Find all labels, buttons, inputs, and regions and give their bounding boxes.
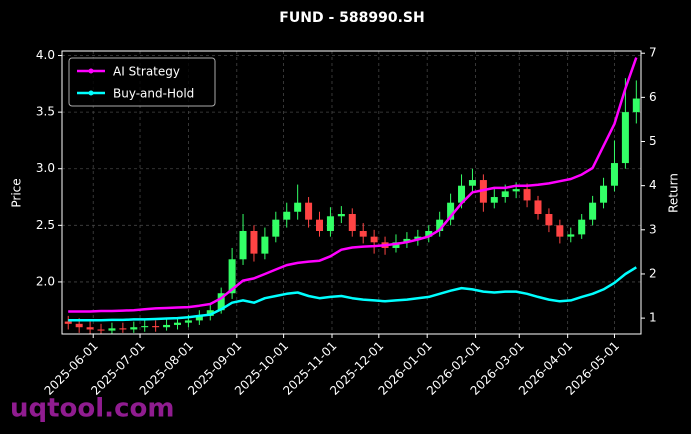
candle-body (206, 310, 214, 316)
candle-body (294, 202, 302, 212)
candle-body (75, 323, 83, 328)
y2-tick-label: 7 (649, 46, 657, 60)
y2-tick-label: 5 (649, 134, 657, 148)
candle-body (316, 219, 324, 231)
candle-body (130, 327, 138, 330)
y-tick-label: 4.0 (36, 48, 55, 62)
candle-body (501, 191, 509, 198)
chart-title: FUND - 588990.SH (279, 10, 424, 26)
candle-body (64, 321, 72, 324)
y-tick-label: 3.5 (36, 105, 55, 119)
y-tick-label: 2.0 (36, 274, 55, 288)
candle-body (184, 320, 192, 323)
candle-body (523, 189, 531, 201)
legend-marker (88, 68, 94, 74)
y2-tick-label: 1 (649, 311, 657, 325)
candle-body (545, 214, 553, 226)
candle-body (326, 216, 334, 231)
candle-body (534, 200, 542, 215)
candle-body (228, 259, 236, 294)
candle-body (567, 234, 575, 237)
y2-tick-label: 2 (649, 266, 657, 280)
candle-body (97, 329, 105, 331)
y2-tick-label: 4 (649, 178, 657, 192)
y-tick-label: 2.5 (36, 218, 55, 232)
candle-body (621, 112, 629, 164)
candle-body (414, 236, 422, 239)
line-series (68, 266, 637, 322)
candle-body (610, 163, 618, 186)
candle-body (305, 202, 313, 220)
candle-body (600, 185, 608, 203)
watermark: uqtool.com (10, 394, 174, 424)
candle-body (348, 214, 356, 231)
candle-body (436, 219, 444, 231)
legend-label: Buy-and-Hold (113, 87, 194, 101)
candle-body (163, 324, 171, 328)
line-series (68, 57, 638, 313)
candle-body (86, 327, 94, 330)
candle-body (250, 230, 258, 254)
candle-body (108, 328, 116, 331)
candle-body (173, 322, 181, 325)
legend-marker (88, 90, 94, 96)
candle-body (589, 202, 597, 220)
candle-body (512, 189, 520, 192)
candle-body (119, 328, 127, 330)
candle-body (359, 230, 367, 237)
candle-body (283, 211, 291, 220)
candle-body (152, 326, 160, 328)
candle-body (556, 225, 564, 237)
plot-frame (61, 50, 642, 335)
candle-body (403, 238, 411, 243)
candle-body (447, 202, 455, 220)
legend-label: AI Strategy (113, 65, 180, 79)
legend-box (68, 57, 216, 107)
candle-body (261, 236, 269, 254)
candle-body (239, 230, 247, 260)
candle-body (425, 230, 433, 237)
candle-body (272, 219, 280, 237)
y-tick-label: 3.0 (36, 161, 55, 175)
y2-tick-label: 6 (649, 90, 657, 104)
candle-body (141, 326, 149, 328)
y2-axis-label: Return (667, 173, 681, 213)
candle-body (458, 185, 466, 203)
candle-body (632, 98, 640, 113)
candle-body (370, 236, 378, 243)
y-axis-label: Price (10, 178, 24, 207)
y2-tick-label: 3 (649, 222, 657, 236)
candle-body (337, 214, 345, 217)
candle-body (195, 315, 203, 321)
candle-body (490, 197, 498, 203)
candle-body (578, 219, 586, 235)
candle-body (468, 180, 476, 186)
candle-body (217, 293, 225, 311)
